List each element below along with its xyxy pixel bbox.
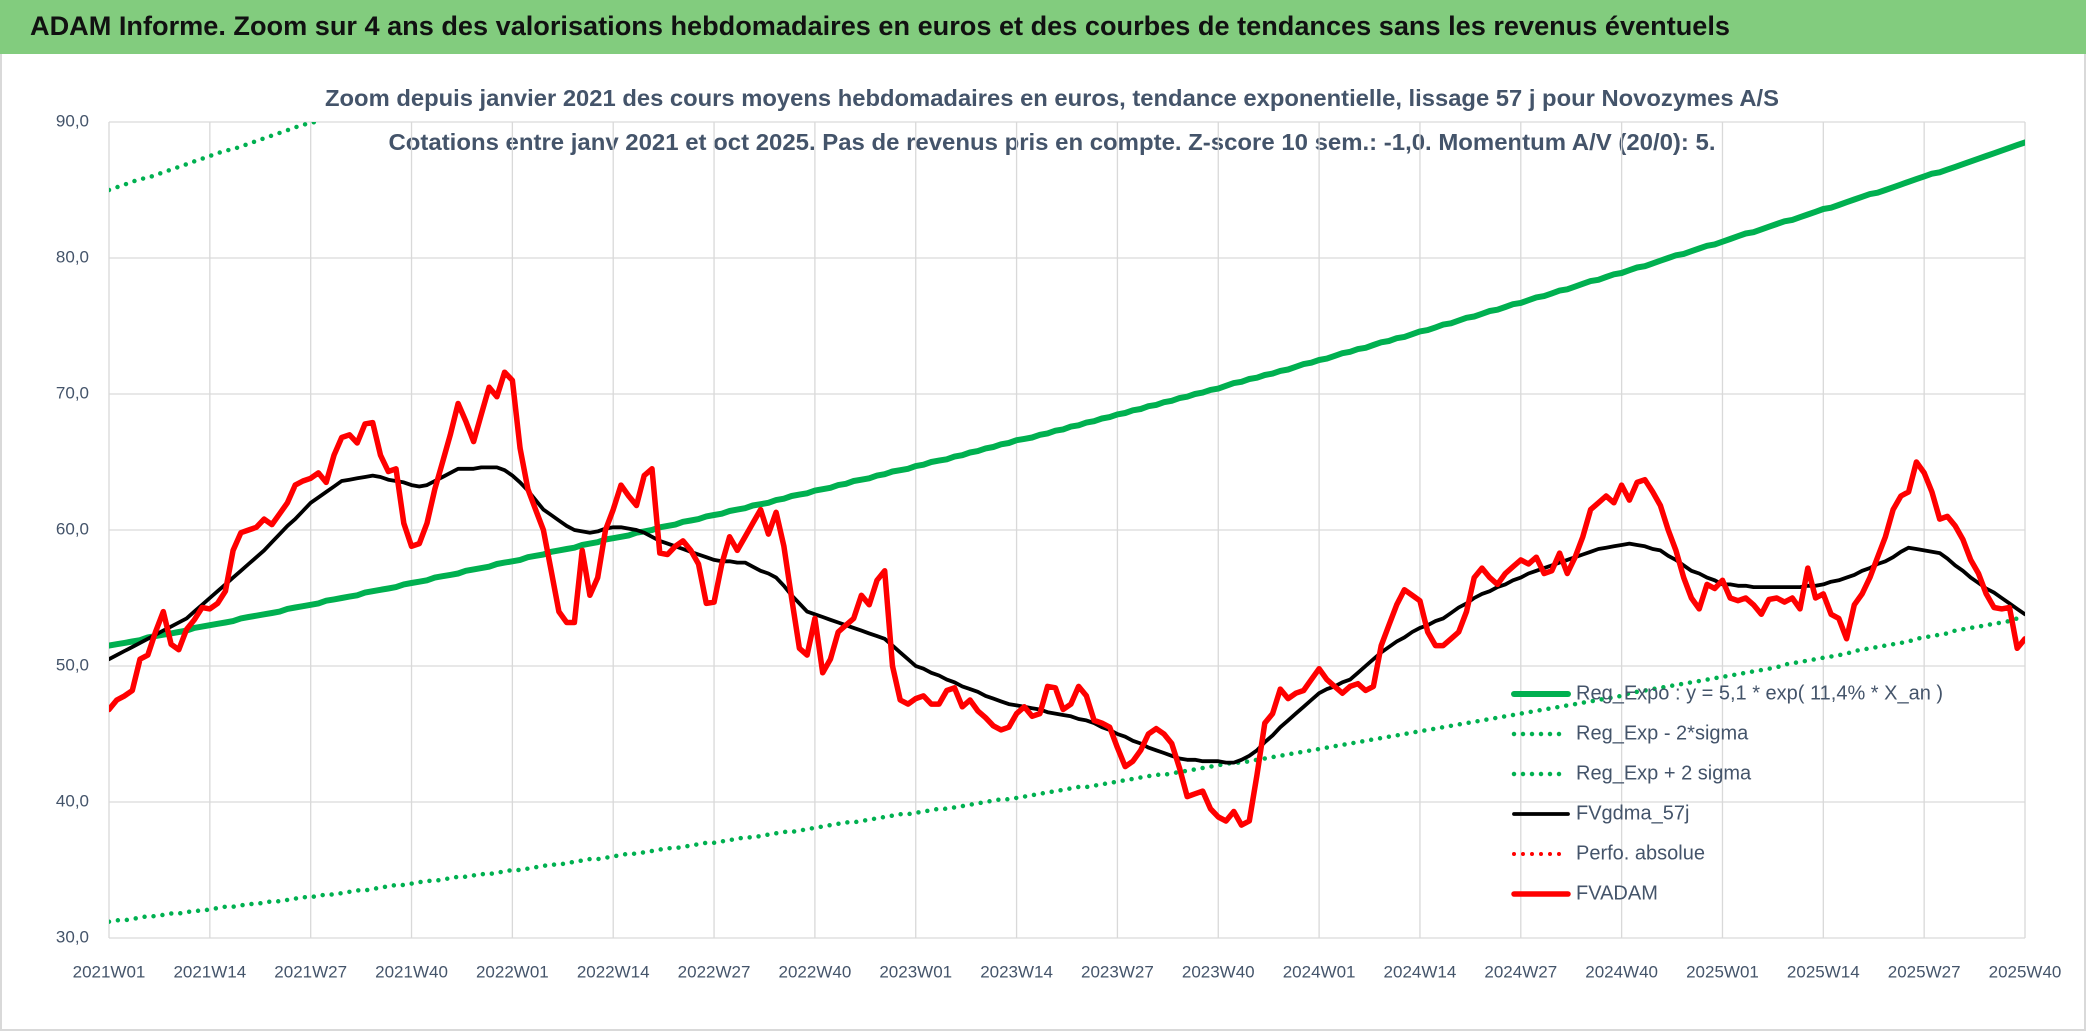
chart-subtitle: Cotations entre janv 2021 et oct 2025. P… (389, 129, 1716, 155)
x-tick-label: 2023W14 (980, 962, 1053, 981)
y-tick-label: 60,0 (56, 519, 89, 538)
x-tick-label: 2023W01 (879, 962, 952, 981)
legend-label: FVgdma_57j (1576, 802, 1689, 824)
y-tick-label: 70,0 (56, 383, 89, 402)
x-tick-label: 2024W14 (1384, 962, 1457, 981)
legend-label: Reg_Exp - 2*sigma (1576, 722, 1749, 744)
x-tick-label: 2024W27 (1484, 962, 1557, 981)
x-tick-label: 2022W40 (779, 962, 852, 981)
x-tick-label: 2025W14 (1787, 962, 1860, 981)
series-line (109, 465, 2025, 765)
x-tick-label: 2022W01 (476, 962, 549, 981)
x-tick-label: 2022W14 (577, 962, 650, 981)
x-tick-label: 2021W27 (274, 962, 347, 981)
y-tick-label: 50,0 (56, 655, 89, 674)
header-bar (0, 0, 2086, 54)
series-line (109, 139, 2025, 649)
header-title: ADAM Informe. Zoom sur 4 ans des valoris… (30, 11, 1730, 41)
legend-label: FVADAM (1576, 882, 1658, 904)
y-tick-label: 40,0 (56, 791, 89, 810)
legend-label: Reg_Expo : y = 5,1 * exp( 11,4% * X_an ) (1576, 682, 1943, 704)
series-line (109, 369, 2025, 828)
series-line (109, 614, 2025, 924)
x-tick-label: 2024W40 (1585, 962, 1658, 981)
grid: 30,0 40,0 50,0 60,0 70,0 80,0 90,0 2021W01 2021W… (56, 111, 2061, 981)
x-tick-label: 2025W40 (1989, 962, 2062, 981)
chart-title: Zoom depuis janvier 2021 des cours moyen… (325, 85, 1779, 111)
x-tick-label: 2025W01 (1686, 962, 1759, 981)
plot-area (109, 122, 2025, 924)
x-tick-label: 2024W01 (1283, 962, 1356, 981)
x-tick-label: 2021W01 (73, 962, 146, 981)
x-tick-label: 2023W27 (1081, 962, 1154, 981)
x-tick-label: 2025W27 (1888, 962, 1961, 981)
y-tick-label: 90,0 (56, 111, 89, 130)
y-tick-label: 80,0 (56, 247, 89, 266)
y-tick-label: 30,0 (56, 927, 89, 946)
x-tick-label: 2021W40 (375, 962, 448, 981)
x-tick-label: 2022W27 (678, 962, 751, 981)
legend-label: Perfo. absolue (1576, 842, 1705, 864)
x-tick-label: 2023W40 (1182, 962, 1255, 981)
legend: Reg_Expo : y = 5,1 * exp( 11,4% * X_an )… (1511, 682, 1943, 904)
x-tick-label: 2021W14 (173, 962, 246, 981)
legend-label: Reg_Exp + 2 sigma (1576, 762, 1752, 784)
